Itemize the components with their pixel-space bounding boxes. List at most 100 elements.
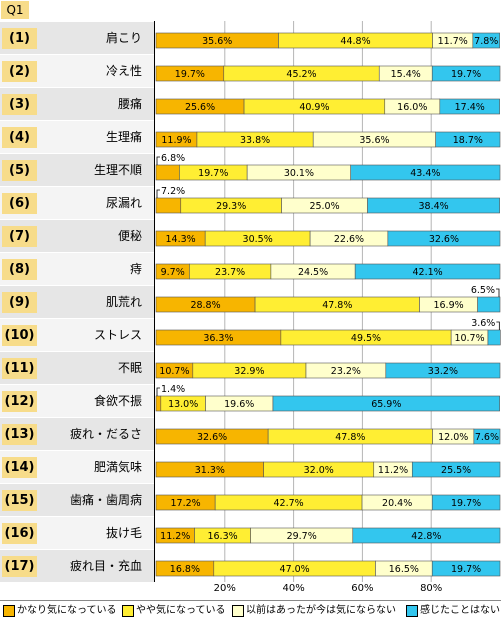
- row-label: 抜け毛: [105, 526, 142, 540]
- row-number: (13): [2, 424, 37, 445]
- legend-item: かなり気になっている: [3, 605, 117, 617]
- row-number: (10): [2, 325, 37, 346]
- data-label: 38.4%: [419, 201, 449, 212]
- legend-item: 感じたことはない: [406, 605, 500, 617]
- bar-segment: [272, 395, 500, 412]
- header-row: Q1: [0, 0, 501, 21]
- data-label: 23.7%: [215, 267, 245, 278]
- row-label: 歯痛・歯周病: [69, 493, 142, 507]
- data-label: 17.2%: [170, 498, 200, 509]
- legend-swatch: [3, 605, 15, 617]
- data-label: 47.0%: [280, 564, 310, 575]
- row-number: (8): [2, 259, 37, 280]
- bar-segment: [431, 65, 501, 82]
- data-label: 19.7%: [198, 168, 228, 179]
- data-label: 25.6%: [185, 102, 215, 113]
- row-number: (5): [2, 160, 37, 181]
- callout-leader: [156, 189, 160, 198]
- plot-area: 35.6% 44.8% 11.7% 7.8% 19.7% 45.2% 15.4% 19.7% 2…: [154, 21, 501, 582]
- bar-segment: [435, 131, 501, 148]
- data-label: 22.6%: [334, 234, 364, 245]
- row-number: (3): [2, 94, 37, 115]
- bar-segment: [387, 230, 501, 247]
- bar-segment: [431, 560, 501, 577]
- row-label: 肌荒れ: [105, 295, 142, 309]
- data-label: 16.5%: [389, 564, 419, 575]
- data-label: 16.3%: [207, 531, 237, 542]
- data-label: 42.8%: [411, 531, 441, 542]
- data-label: 11.7%: [438, 36, 468, 47]
- callout-leader: [156, 387, 160, 396]
- data-label: 13.0%: [168, 399, 198, 410]
- data-label: 11.9%: [161, 135, 191, 146]
- data-label: 44.8%: [340, 36, 370, 47]
- data-label: 1.4%: [161, 384, 185, 395]
- data-label: 32.6%: [429, 234, 459, 245]
- callout-leader: [496, 321, 500, 330]
- data-label: 16.9%: [433, 300, 463, 311]
- data-label: 23.2%: [331, 366, 361, 377]
- data-label: 45.2%: [286, 69, 316, 80]
- row-number: (15): [2, 490, 37, 511]
- row-number: (1): [2, 28, 37, 49]
- data-label: 20.4%: [382, 498, 412, 509]
- row-number: (2): [2, 61, 37, 82]
- data-label: 35.6%: [202, 36, 232, 47]
- row-number: (16): [2, 523, 37, 544]
- x-tick-label: 60%: [351, 583, 374, 594]
- data-label: 33.8%: [240, 135, 270, 146]
- row-number: (4): [2, 127, 37, 148]
- data-label: 30.5%: [243, 234, 273, 245]
- data-label: 16.0%: [397, 102, 427, 113]
- bar-segment: [385, 362, 501, 379]
- legend-label: やや気になっている: [136, 605, 226, 616]
- bar-segment: [411, 461, 501, 478]
- data-label: 42.7%: [274, 498, 304, 509]
- row-number: (12): [2, 391, 37, 412]
- data-label: 40.9%: [299, 102, 329, 113]
- x-tick-label: 40%: [282, 583, 305, 594]
- row-number: (9): [2, 292, 37, 313]
- row-label: 便秘: [117, 229, 142, 243]
- row-label: 痔: [129, 262, 142, 276]
- bar-segment: [472, 32, 500, 49]
- row-label: 生理痛: [105, 130, 142, 144]
- row-label: 冷え性: [105, 64, 142, 78]
- data-label: 36.3%: [203, 333, 233, 344]
- data-label: 47.8%: [335, 432, 365, 443]
- data-label: 25.5%: [441, 465, 471, 476]
- data-label: 31.3%: [195, 465, 225, 476]
- legend-swatch: [232, 605, 244, 617]
- x-axis: 20% 40% 60% 80%: [154, 582, 501, 598]
- row-label: 疲れ・だるさ: [69, 427, 142, 441]
- legend: かなり気になっている やや気になっている 以前はあったが今は気にならない 感じたことは…: [0, 600, 501, 621]
- row-label: 不眠: [117, 361, 142, 375]
- row-label: 腰痛: [117, 97, 142, 111]
- data-label: 10.7%: [159, 366, 189, 377]
- data-label: 7.8%: [474, 36, 498, 47]
- data-label: 7.2%: [161, 186, 185, 197]
- legend-swatch: [406, 605, 418, 617]
- data-label: 25.0%: [309, 201, 339, 212]
- row-label: 肥満気味: [93, 460, 142, 474]
- data-label: 30.1%: [284, 168, 314, 179]
- bar-segment: [350, 164, 501, 181]
- row-number: (17): [2, 556, 37, 577]
- data-label: 42.1%: [412, 267, 442, 278]
- bar-segment: [473, 428, 501, 445]
- row-label: 食欲不振: [93, 394, 142, 408]
- bar-segment: [155, 197, 182, 214]
- data-label: 18.7%: [453, 135, 483, 146]
- legend-swatch: [122, 605, 134, 617]
- bar-segment: [487, 329, 501, 346]
- legend-item: 以前はあったが今は気にならない: [232, 605, 396, 617]
- data-label: 3.6%: [471, 318, 495, 329]
- data-label: 19.6%: [224, 399, 254, 410]
- legend-label: 以前はあったが今は気にならない: [246, 605, 396, 616]
- legend-item: やや気になっている: [122, 605, 226, 617]
- row-number: (14): [2, 457, 37, 478]
- data-label: 6.5%: [471, 285, 495, 296]
- bar-segment: [354, 263, 501, 280]
- bar-segment: [155, 395, 162, 412]
- data-label: 6.8%: [161, 153, 185, 164]
